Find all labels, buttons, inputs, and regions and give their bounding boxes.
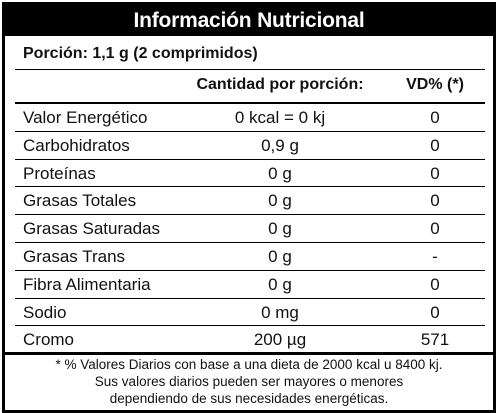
nutrient-quantity: 0 mg: [261, 302, 299, 322]
nutrient-daily-value: -: [432, 246, 438, 266]
nutrient-name: Grasas Trans: [23, 246, 126, 266]
nutrient-name: Grasas Saturadas: [23, 219, 161, 239]
footnote-line: Sus valores diarios pueden ser mayores o…: [94, 374, 404, 389]
footnote-line: * % Valores Diarios con base a una dieta…: [55, 357, 443, 372]
nutrient-daily-value: 0: [430, 108, 440, 127]
nutrient-quantity: 0 kcal = 0 kj: [234, 108, 326, 127]
table-row: Proteínas 0 g 0: [15, 160, 485, 188]
nutrient-quantity: 0,9 g: [261, 135, 299, 155]
divider: [15, 102, 485, 104]
nutrient-quantity: 0 g: [268, 219, 292, 239]
table-row: Grasas Trans 0 g -: [15, 243, 485, 271]
nutrient-quantity: 0 g: [268, 163, 292, 183]
table-row: Cromo 200 µg 571: [15, 326, 485, 354]
nutrient-name: Valor Energético: [23, 108, 148, 127]
table-row: Valor Energético 0 kcal = 0 kj 0: [15, 104, 485, 132]
serving-size: Porción: 1,1 g (2 comprimidos): [23, 45, 258, 62]
nutrient-table: Valor Energético 0 kcal = 0 kj 0 Carbohi…: [15, 104, 485, 354]
nutrient-quantity: 0 g: [268, 246, 292, 266]
label-title: Información Nutricional: [5, 5, 493, 36]
table-row: Fibra Alimentaria 0 g 0: [15, 271, 485, 299]
nutrient-daily-value: 0: [430, 274, 440, 294]
nutrient-name: Proteínas: [23, 163, 96, 183]
nutrient-daily-value: 571: [420, 330, 450, 350]
nutrient-quantity: 0 g: [268, 274, 292, 294]
table-row: Grasas Saturadas 0 g 0: [15, 215, 485, 243]
nutrient-daily-value: 0: [430, 302, 440, 322]
nutrient-quantity: 200 µg: [253, 330, 307, 350]
footnote: * % Valores Diarios con base a una dieta…: [5, 356, 493, 407]
nutrient-quantity: 0 g: [268, 191, 292, 211]
footnote-line: dependiendo de sus necesidades energétic…: [109, 391, 389, 406]
nutrient-name: Grasas Totales: [23, 191, 137, 211]
nutrient-daily-value: 0: [430, 191, 440, 211]
nutrient-daily-value: 0: [430, 163, 440, 183]
nutrient-daily-value: 0: [430, 219, 440, 239]
nutrient-name: Fibra Alimentaria: [23, 274, 151, 294]
column-header-daily-value: VD% (*): [406, 76, 464, 93]
divider: [5, 352, 493, 355]
nutrient-name: Carbohidratos: [23, 135, 130, 155]
table-row: Grasas Totales 0 g 0: [15, 187, 485, 216]
table-row: Carbohidratos 0,9 g 0: [15, 132, 485, 160]
column-header-quantity: Cantidad por porción:: [196, 76, 364, 93]
nutrient-name: Sodio: [23, 302, 67, 322]
table-row: Sodio 0 mg 0: [15, 299, 485, 327]
nutrient-daily-value: 0: [430, 135, 440, 155]
nutrient-name: Cromo: [23, 330, 75, 350]
divider: [15, 69, 485, 70]
